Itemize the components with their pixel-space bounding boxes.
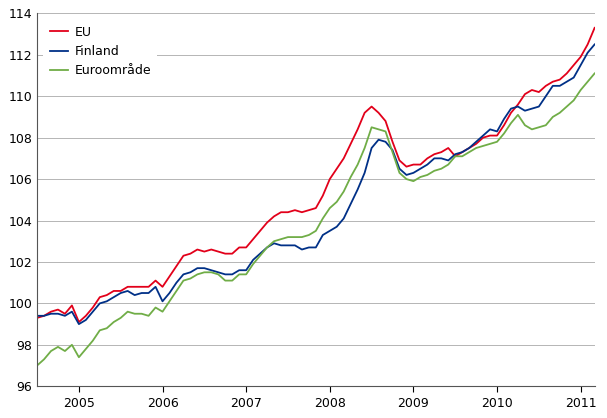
Finland [347, 201, 354, 206]
Legend: EU, Finland, Euroområde: EU, Finland, Euroområde [43, 20, 157, 84]
Line: EU: EU [37, 28, 595, 322]
EU [75, 319, 83, 324]
Finland [389, 148, 396, 153]
Euroområde [444, 162, 452, 167]
Euroområde [486, 141, 493, 146]
Finland [542, 94, 549, 99]
EU [542, 83, 549, 88]
EU [33, 315, 41, 320]
Euroområde [340, 189, 347, 194]
Finland [75, 321, 83, 326]
EU [452, 154, 459, 159]
EU [591, 25, 599, 31]
Finland [591, 42, 599, 47]
Euroområde [514, 112, 521, 117]
Finland [33, 314, 41, 319]
Euroområde [591, 71, 599, 76]
Euroområde [33, 363, 41, 368]
EU [389, 139, 396, 144]
EU [493, 133, 501, 138]
Line: Finland: Finland [37, 44, 595, 324]
Finland [452, 152, 459, 157]
EU [347, 141, 354, 146]
Line: Euroområde: Euroområde [37, 74, 595, 365]
Euroområde [535, 125, 543, 130]
Finland [493, 129, 501, 134]
EU [521, 92, 529, 97]
Finland [521, 108, 529, 113]
Euroområde [382, 129, 389, 134]
